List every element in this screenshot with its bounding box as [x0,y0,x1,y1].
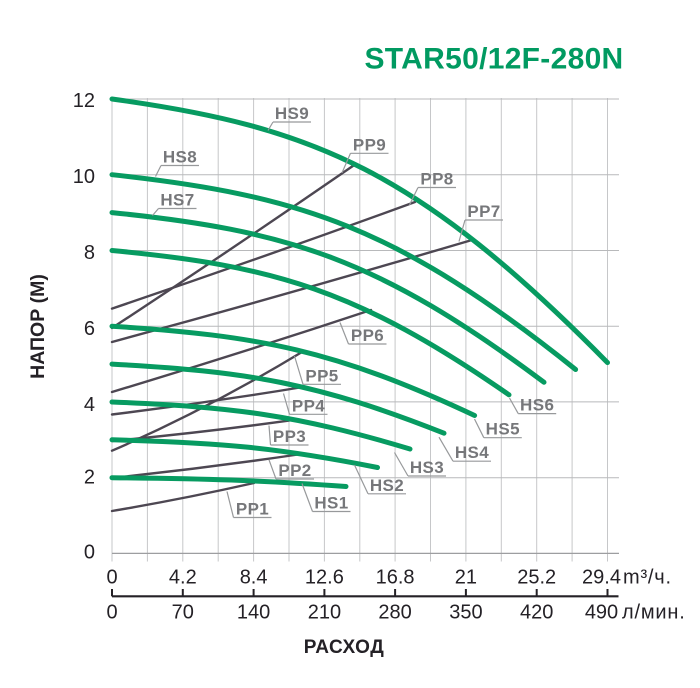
svg-text:PP3: PP3 [273,427,306,446]
svg-text:0: 0 [84,542,95,564]
svg-text:PP2: PP2 [278,461,311,480]
svg-text:8: 8 [84,242,95,264]
svg-text:STAR50/12F-280N: STAR50/12F-280N [364,43,623,76]
svg-text:PP8: PP8 [420,170,453,189]
svg-text:0: 0 [106,602,117,624]
svg-text:PP7: PP7 [467,202,500,221]
svg-text:0: 0 [106,566,117,588]
svg-text:70: 70 [172,602,194,624]
svg-text:21: 21 [455,566,477,588]
svg-text:HS9: HS9 [275,104,309,123]
svg-text:12.6: 12.6 [305,566,344,588]
svg-text:НАПОР (М): НАПОР (М) [27,274,49,379]
svg-text:6: 6 [84,318,95,340]
svg-text:PP6: PP6 [351,326,384,345]
svg-text:140: 140 [237,602,270,624]
svg-text:HS7: HS7 [160,191,194,210]
svg-text:HS8: HS8 [163,148,197,167]
svg-text:4.2: 4.2 [169,566,197,588]
svg-text:29.4: 29.4 [582,566,621,588]
svg-text:280: 280 [378,602,411,624]
svg-text:PP9: PP9 [353,135,386,154]
svg-text:PP4: PP4 [292,396,325,415]
svg-text:PP5: PP5 [305,366,338,385]
svg-text:РАСХОД: РАСХОД [304,637,385,658]
svg-text:HS5: HS5 [486,420,520,439]
svg-text:10: 10 [73,166,95,188]
svg-text:PP1: PP1 [236,500,269,519]
svg-text:350: 350 [449,602,482,624]
svg-text:HS4: HS4 [455,443,489,462]
svg-text:HS1: HS1 [314,494,348,513]
svg-text:16.8: 16.8 [376,566,415,588]
svg-text:12: 12 [73,90,95,112]
svg-text:HS2: HS2 [370,476,404,495]
svg-text:HS6: HS6 [520,396,554,415]
svg-text:420: 420 [520,602,553,624]
svg-text:4: 4 [84,394,95,416]
svg-text:HS3: HS3 [410,458,444,477]
svg-text:8.4: 8.4 [240,566,268,588]
svg-text:210: 210 [308,602,341,624]
svg-text:2: 2 [84,467,95,489]
svg-text:490: 490 [585,602,618,624]
svg-text:m³/ч.: m³/ч. [623,566,672,588]
svg-text:л/мин.: л/мин. [622,602,686,624]
svg-text:25.2: 25.2 [517,566,556,588]
